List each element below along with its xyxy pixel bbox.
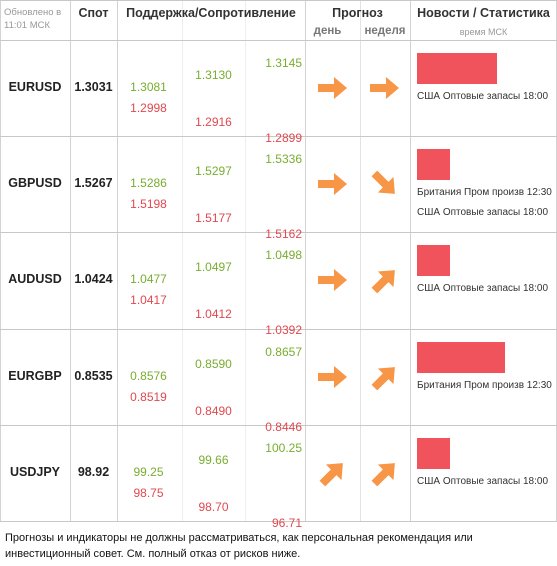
news-bar bbox=[417, 341, 505, 373]
resistance: 1.5336 bbox=[265, 152, 302, 167]
row-line bbox=[0, 328, 557, 330]
resistance: 1.0497 bbox=[195, 260, 232, 275]
forecast-arrow-day bbox=[316, 169, 350, 199]
support: 96.71 bbox=[271, 515, 302, 530]
arrow bbox=[317, 77, 347, 99]
pair: AUDUSD bbox=[8, 272, 62, 287]
arrow bbox=[371, 366, 395, 391]
arrow bbox=[319, 462, 343, 487]
column-line bbox=[0, 0, 1, 521]
support: 0.8519 bbox=[130, 389, 167, 404]
pair: GBPUSD bbox=[8, 176, 62, 191]
support: 1.5198 bbox=[130, 197, 167, 212]
header-day: день bbox=[313, 25, 342, 37]
support: 0.8490 bbox=[195, 403, 232, 418]
forecast-arrow-week bbox=[368, 458, 402, 488]
support: 1.0392 bbox=[265, 323, 302, 338]
pair: USDJPY bbox=[9, 464, 61, 479]
news-bar bbox=[417, 53, 497, 84]
resistance: 99.25 bbox=[133, 464, 164, 479]
resistance: 1.0498 bbox=[265, 248, 302, 263]
support: 98.75 bbox=[133, 485, 164, 500]
support: 1.0412 bbox=[195, 307, 232, 322]
header-news: Новости / Статистика bbox=[417, 6, 550, 20]
row-line bbox=[0, 136, 557, 138]
spot: 1.5267 bbox=[74, 176, 113, 191]
news-item: США Оптовые запасы 18:00 bbox=[417, 475, 549, 487]
arrow bbox=[371, 270, 395, 294]
support: 0.8446 bbox=[265, 419, 302, 434]
support: 1.2916 bbox=[195, 115, 232, 129]
header-week: неделя bbox=[364, 25, 406, 37]
arrow bbox=[317, 173, 347, 196]
arrow bbox=[371, 462, 395, 487]
resistance: 1.5286 bbox=[130, 176, 167, 191]
news-item: США Оптовые запасы 18:00 bbox=[417, 283, 549, 295]
resistance: 1.3130 bbox=[195, 68, 232, 82]
forecast-arrow-week bbox=[368, 362, 402, 392]
header-forecast: Прогноз bbox=[332, 6, 383, 20]
header-spot: Спот bbox=[78, 6, 109, 20]
news-bar bbox=[417, 245, 450, 277]
news-item: США Оптовые запасы 18:00 bbox=[417, 91, 549, 102]
forecast-arrow-day bbox=[316, 73, 350, 103]
resistance: 1.3145 bbox=[265, 56, 302, 70]
column-line bbox=[245, 0, 246, 521]
header-levels: Поддержка/Сопротивление bbox=[126, 6, 296, 20]
footer-note: Прогнозы и индикаторы не должны рассматр… bbox=[5, 532, 473, 560]
support: 1.2899 bbox=[265, 131, 302, 145]
news-item: Британия Пром произв 12:30 bbox=[417, 187, 552, 199]
spot: 98.92 bbox=[77, 464, 110, 479]
news-item: США Оптовые запасы 18:00 bbox=[417, 207, 549, 219]
resistance: 100.25 bbox=[265, 440, 302, 455]
news-bar bbox=[417, 149, 450, 181]
column-line bbox=[182, 0, 183, 521]
spot: 1.3031 bbox=[74, 80, 113, 94]
forecast-arrow-day bbox=[316, 362, 350, 392]
forecast-arrow-day bbox=[316, 458, 350, 488]
column-line bbox=[70, 0, 71, 521]
forecast-arrow-week bbox=[368, 73, 402, 103]
arrow bbox=[370, 77, 399, 99]
column-line bbox=[360, 0, 361, 521]
row-line bbox=[0, 0, 557, 1]
updated-note: Обновлено в 11:01 МСК bbox=[4, 7, 62, 31]
resistance: 0.8657 bbox=[265, 344, 302, 359]
resistance: 0.8590 bbox=[195, 356, 232, 371]
pair: EURGBP bbox=[8, 368, 62, 383]
spot: 1.0424 bbox=[74, 272, 113, 287]
resistance: 1.3081 bbox=[130, 80, 167, 94]
pair: EURUSD bbox=[8, 80, 62, 94]
support: 1.2998 bbox=[130, 101, 167, 115]
arrow bbox=[371, 170, 395, 195]
spot: 0.8535 bbox=[74, 368, 113, 383]
arrow bbox=[317, 269, 347, 292]
resistance: 1.5297 bbox=[195, 164, 232, 179]
support: 1.5162 bbox=[265, 227, 302, 242]
forecast-arrow-day bbox=[316, 265, 350, 295]
resistance: 1.0477 bbox=[130, 272, 167, 287]
column-line bbox=[305, 0, 306, 521]
row-line bbox=[0, 424, 557, 426]
row-line bbox=[0, 521, 557, 522]
forecast-arrow-week bbox=[368, 265, 402, 295]
header-time: время МСК bbox=[459, 27, 508, 37]
row-line bbox=[0, 40, 557, 41]
news-item: Британия Пром произв 12:30 bbox=[417, 379, 552, 391]
forecast-arrow-week bbox=[368, 169, 402, 199]
column-line bbox=[117, 0, 118, 521]
row-line bbox=[0, 232, 557, 234]
arrow bbox=[317, 365, 347, 388]
column-line bbox=[410, 0, 411, 521]
resistance: 99.66 bbox=[198, 452, 229, 467]
news-bar bbox=[417, 437, 450, 469]
support: 1.5177 bbox=[195, 211, 232, 226]
support: 1.0417 bbox=[130, 293, 167, 308]
resistance: 0.8576 bbox=[130, 368, 167, 383]
support: 98.70 bbox=[198, 499, 229, 514]
